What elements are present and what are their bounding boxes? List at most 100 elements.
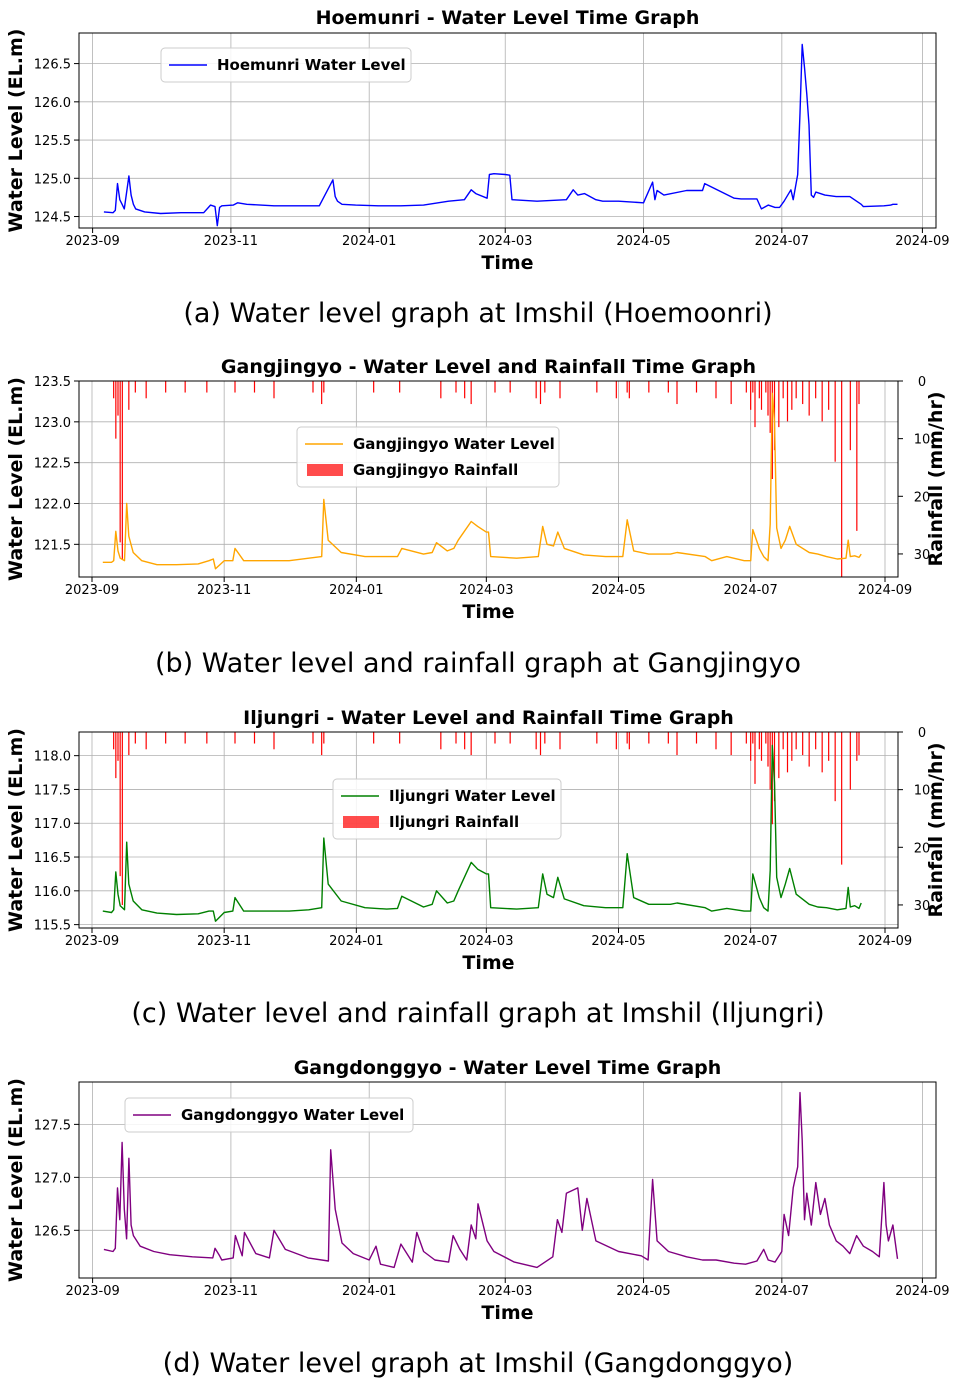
legend-label: Gangjingyo Rainfall — [353, 461, 518, 479]
y2-tick-label: 20 — [914, 841, 931, 856]
legend-label: Iljungri Rainfall — [389, 813, 519, 831]
x-tick-label: 2024-01 — [342, 234, 396, 249]
x-tick-label: 2024-03 — [459, 583, 513, 598]
y2-axis-label: Rainfall (mm/hr) — [925, 391, 947, 566]
legend-swatch-bar — [343, 816, 379, 828]
y2-tick-label: 0 — [918, 726, 926, 741]
plot-frame — [78, 380, 899, 578]
legend-label: Iljungri Water Level — [389, 787, 556, 805]
figure-caption: (a) Water level graph at Imshil (Hoemoon… — [183, 298, 772, 329]
x-tick-label: 2023-11 — [204, 1284, 258, 1299]
x-axis-label: Time — [462, 601, 514, 623]
y2-tick-label: 30 — [914, 548, 931, 563]
y-axis-label: Water Level (EL.m) — [5, 1078, 27, 1282]
y-tick-label: 126.0 — [34, 96, 71, 111]
x-tick-label: 2024-07 — [724, 934, 778, 949]
y-axis-label: Water Level (EL.m) — [5, 29, 27, 233]
x-tick-label: 2023-11 — [197, 934, 251, 949]
x-tick-label: 2024-07 — [724, 583, 778, 598]
x-tick-label: 2023-11 — [204, 234, 258, 249]
y2-tick-label: 10 — [914, 784, 931, 799]
x-axis-label: Time — [481, 252, 533, 274]
y-tick-label: 125.5 — [34, 134, 71, 149]
legend-swatch-bar — [307, 464, 343, 476]
x-tick-label: 2024-09 — [858, 934, 912, 949]
chart-title: Hoemunri - Water Level Time Graph — [316, 7, 700, 29]
legend-label: Hoemunri Water Level — [217, 56, 406, 74]
legend: Gangjingyo Water Level Gangjingyo Rainfal… — [296, 426, 560, 488]
y-tick-label: 117.5 — [34, 783, 71, 798]
figure-caption: (d) Water level graph at Imshil (Gangdon… — [163, 1348, 794, 1379]
y-tick-label: 123.0 — [34, 416, 71, 431]
y2-axis-label: Rainfall (mm/hr) — [925, 742, 947, 917]
y2-tick-label: 30 — [914, 899, 931, 914]
legend: Iljungri Water Level Iljungri Rainfall — [332, 778, 562, 840]
y-tick-label: 116.5 — [34, 851, 71, 866]
y2-tick-label: 20 — [914, 490, 931, 505]
legend-label: Gangjingyo Water Level — [353, 435, 555, 453]
x-tick-label: 2024-03 — [478, 1284, 532, 1299]
y2-tick-label: 10 — [914, 433, 931, 448]
legend-box — [296, 426, 560, 488]
figure-caption: (b) Water level and rainfall graph at Ga… — [155, 648, 801, 679]
chart-panel-4: 2023-09 2023-11 2024-01 2024-03 2024-05 2024-… — [5, 1057, 950, 1379]
x-tick-label: 2024-05 — [591, 583, 645, 598]
water-level-line — [103, 43, 898, 227]
y-tick-label: 123.5 — [34, 375, 71, 390]
y-tick-label: 127.0 — [34, 1171, 71, 1186]
water-level-line — [103, 1091, 899, 1269]
plot-frame — [78, 731, 899, 929]
chart-title: Gangjingyo - Water Level and Rainfall Ti… — [221, 356, 756, 378]
x-tick-label: 2024-09 — [858, 583, 912, 598]
legend-box — [160, 47, 412, 83]
legend-box — [124, 1097, 414, 1133]
chart-panel-3: 2023-09 2023-11 2024-01 2024-03 2024-05 2024-… — [5, 707, 947, 1029]
y-tick-label: 125.0 — [34, 172, 71, 187]
y-tick-label: 126.5 — [34, 58, 71, 73]
x-tick-label: 2024-07 — [755, 1284, 809, 1299]
plot-frame — [78, 32, 937, 229]
x-tick-label: 2024-01 — [329, 583, 383, 598]
chart-panel-2: 2023-09 2023-11 2024-01 2024-03 2024-05 2024-… — [5, 356, 947, 679]
legend: Hoemunri Water Level — [160, 47, 412, 83]
y-tick-label: 121.5 — [34, 538, 71, 553]
legend-label: Gangdonggyo Water Level — [181, 1106, 404, 1124]
x-tick-label: 2024-01 — [342, 1284, 396, 1299]
chart-panel-1: 2023-09 2023-11 2024-01 2024-03 2024-05 2024-… — [5, 7, 950, 329]
y-tick-label: 117.0 — [34, 817, 71, 832]
x-tick-label: 2023-09 — [65, 934, 119, 949]
x-tick-label: 2023-09 — [65, 583, 119, 598]
legend: Gangdonggyo Water Level — [124, 1097, 414, 1133]
x-tick-label: 2024-07 — [755, 234, 809, 249]
x-tick-label: 2024-05 — [616, 1284, 670, 1299]
water-level-line — [102, 744, 862, 922]
y-tick-label: 127.5 — [34, 1118, 71, 1133]
y-tick-label: 122.5 — [34, 457, 71, 472]
y2-tick-label: 0 — [918, 375, 926, 390]
y-tick-label: 122.0 — [34, 498, 71, 513]
y-tick-label: 115.5 — [34, 919, 71, 934]
chart-title: Gangdonggyo - Water Level Time Graph — [294, 1057, 722, 1079]
x-tick-label: 2024-05 — [591, 934, 645, 949]
x-axis-label: Time — [481, 1302, 533, 1324]
x-axis-label: Time — [462, 952, 514, 974]
y-tick-label: 126.5 — [34, 1224, 71, 1239]
figure-caption: (c) Water level and rainfall graph at Im… — [131, 998, 824, 1029]
y-tick-label: 118.0 — [34, 750, 71, 765]
x-tick-label: 2023-09 — [65, 1284, 119, 1299]
plot-frame — [78, 1081, 937, 1279]
x-tick-label: 2023-09 — [65, 234, 119, 249]
x-tick-label: 2024-09 — [895, 1284, 949, 1299]
x-tick-label: 2024-03 — [478, 234, 532, 249]
y-tick-label: 124.5 — [34, 211, 71, 226]
x-tick-label: 2024-03 — [459, 934, 513, 949]
legend-box — [332, 778, 562, 840]
y-axis-label: Water Level (EL.m) — [5, 728, 27, 932]
x-tick-label: 2023-11 — [197, 583, 251, 598]
x-tick-label: 2024-01 — [329, 934, 383, 949]
y-tick-label: 116.0 — [34, 885, 71, 900]
chart-title: Iljungri - Water Level and Rainfall Time… — [243, 707, 734, 729]
x-tick-label: 2024-05 — [616, 234, 670, 249]
